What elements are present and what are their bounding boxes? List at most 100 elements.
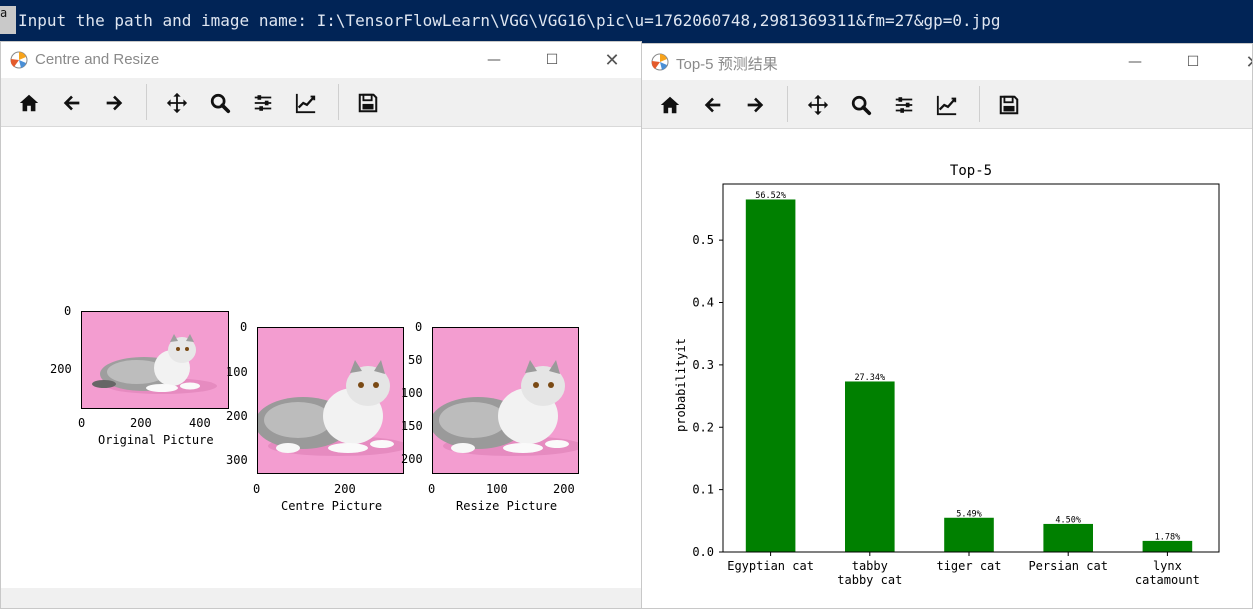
console-window: a Input the path and image name: I:\Tens… [0,0,1253,44]
toolbar-separator [146,84,147,120]
pan-button[interactable] [163,90,191,116]
ytick-label: 0 [64,304,72,318]
ytick-label: 200 [226,409,248,423]
bar-data-label: 5.49% [956,509,982,519]
window-title: Top-5 预测结果 [676,56,778,73]
subplot-xlabel: Centre Picture [281,499,383,513]
forward-button[interactable] [100,90,128,116]
chart-bar [745,199,796,552]
figure-canvas[interactable]: Top-5 56.52% Egyptian cat 27.34% tabby tabby … [642,129,1252,608]
home-button[interactable] [15,90,43,116]
zoom-icon [851,95,872,116]
cat-image [258,328,403,473]
original-picture-image [81,311,229,409]
navigation-toolbar [1,78,641,127]
xtick-label: 400 [189,416,211,430]
navigation-toolbar [642,80,1252,129]
window-title: Centre and Resize [35,51,160,68]
zoom-button[interactable] [206,90,234,116]
close-button[interactable]: ✕ [1230,44,1252,80]
y-tick-label: 0.0 [692,545,714,559]
cat-image [433,328,578,473]
home-icon [19,94,39,112]
forward-icon [747,97,764,113]
forward-icon [106,95,123,111]
y-tick-label: 0.3 [692,358,714,372]
x-tick-label: lynx catamount [1135,559,1200,587]
back-button[interactable] [58,90,86,116]
bar-data-label: 4.50% [1055,515,1081,525]
chart-bar [1142,540,1193,552]
ytick-label: 100 [226,365,248,379]
save-icon [358,93,378,113]
pan-icon [166,92,188,114]
bar-data-label: 56.52% [755,191,786,201]
title-bar[interactable]: Centre and Resize — ☐ ✕ [1,42,641,78]
save-button[interactable] [354,90,382,116]
save-icon [999,95,1019,115]
pan-button[interactable] [804,92,832,118]
ytick-label: 200 [401,452,423,466]
y-tick-label: 0.1 [692,483,714,497]
xtick-label: 200 [553,482,575,496]
bar-data-label: 1.78% [1155,532,1181,542]
ytick-label: 300 [226,453,248,467]
home-button[interactable] [656,92,684,118]
chart-bar [944,517,994,552]
minimize-button[interactable]: — [1128,54,1142,70]
y-tick-label: 0.4 [692,296,714,310]
maximize-button[interactable]: ☐ [545,52,559,68]
ytick-label: 0 [240,320,248,334]
y-tick-label: 0.2 [692,420,714,434]
matplotlib-app-icon [10,51,28,69]
configure-subplots-icon [254,95,272,111]
toolbar-separator [338,84,339,120]
zoom-icon [210,93,231,114]
xtick-label: 100 [486,482,508,496]
chart-bar [1043,523,1093,552]
xtick-label: 0 [78,416,86,430]
x-tick-label: Persian cat [1028,559,1107,573]
configure-subplots-icon [895,97,913,113]
close-button[interactable]: ✕ [604,49,620,71]
edit-axis-button[interactable] [292,90,320,116]
top5-prediction-window: Top-5 预测结果 — ☐ ✕ Top-556.5 [641,43,1253,609]
configure-subplots-button[interactable] [249,90,277,116]
ytick-label: 100 [401,386,423,400]
chart-title: Top-5 [950,163,992,179]
matplotlib-app-icon [651,53,669,71]
maximize-button[interactable]: ☐ [1186,54,1200,70]
zoom-button[interactable] [847,92,875,118]
xtick-label: 200 [334,482,356,496]
console-fragment-text: a [0,6,8,20]
xtick-label: 0 [253,482,261,496]
console-text-fragment: a [0,6,16,34]
centre-resize-window: Centre and Resize — ☐ ✕ [0,41,642,609]
edit-axis-icon [936,95,957,116]
forward-button[interactable] [741,92,769,118]
xtick-label: 200 [130,416,152,430]
x-tick-label: Egyptian cat [727,559,814,573]
back-button[interactable] [699,92,727,118]
cat-image [82,312,228,408]
axes-frame [722,183,1220,553]
save-button[interactable] [995,92,1023,118]
edit-axis-button[interactable] [933,92,961,118]
edit-axis-icon [295,93,316,114]
configure-subplots-button[interactable] [890,92,918,118]
ytick-label: 50 [408,353,423,367]
resize-picture-image [432,327,579,474]
figure-canvas[interactable]: 0 200 0 200 400 Original Picture 0 100 2… [1,127,641,608]
toolbar-separator [787,86,788,122]
ytick-label: 150 [401,419,423,433]
status-bar [1,588,641,608]
xtick-label: 0 [428,482,436,496]
minimize-button[interactable]: — [487,52,501,68]
title-bar[interactable]: Top-5 预测结果 — ☐ ✕ [642,44,1252,80]
top5-bar-chart: Top-5 56.52% Egyptian cat 27.34% tabby tabby … [674,163,1220,587]
pan-icon [807,94,829,116]
back-icon [704,97,721,113]
console-command-text: Input the path and image name: I:\Tensor… [18,11,1001,30]
chart-bar [845,381,895,552]
home-icon [660,96,680,114]
